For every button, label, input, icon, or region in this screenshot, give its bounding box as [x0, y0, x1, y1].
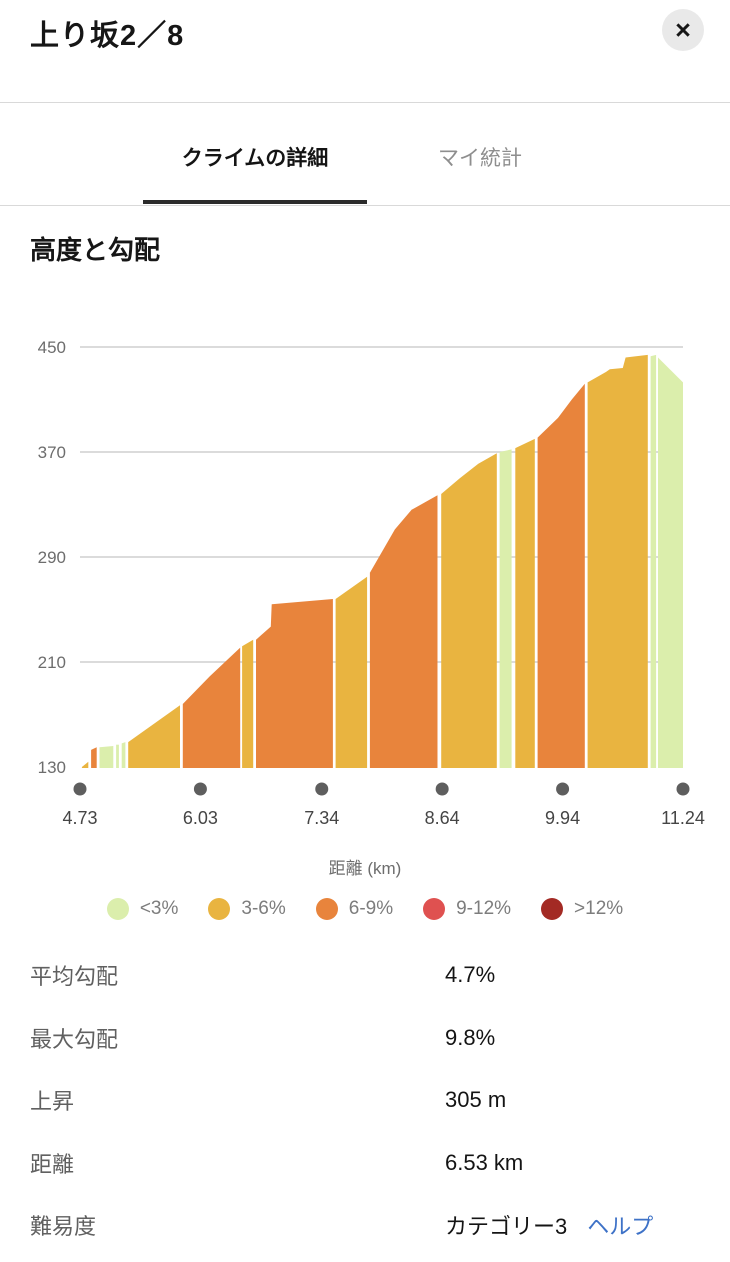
x-tick-label: 11.24 — [661, 808, 705, 828]
gradient-segment — [650, 354, 657, 768]
gradient-segment — [242, 639, 254, 768]
legend-color-dot — [106, 898, 129, 920]
legend-label: 9-12% — [456, 898, 512, 919]
stat-row: 上昇 305 m — [0, 1069, 730, 1132]
gradient-legend: <3% 3-6% 6-9% 9-12% >12% — [0, 886, 730, 932]
gradient-segment — [658, 357, 683, 768]
elevation-gradient-chart: 450 370 290 210 130 4.73 6.03 7.34 8.64 9.94 11.24 — [38, 338, 705, 828]
gradient-segment — [91, 747, 97, 768]
stat-row: 難易度 カテゴリー3 ヘルプ — [0, 1194, 730, 1257]
legend-label: >12% — [574, 898, 624, 919]
x-tick-dot — [435, 782, 449, 796]
gradient-segment — [537, 383, 585, 768]
stat-label: 難易度 — [30, 1214, 97, 1240]
legend-item: 3-6% — [208, 898, 286, 920]
y-tick-label: 450 — [38, 338, 66, 357]
legend-color-dot — [423, 898, 446, 920]
x-tick-label: 8.64 — [425, 808, 460, 828]
y-tick-label: 290 — [38, 548, 66, 567]
stats-list: 平均勾配 4.7% 最大勾配 9.8% 上昇 305 m 距離 6.53 km 難易度 カテゴリー… — [0, 944, 730, 1257]
help-link[interactable]: ヘルプ — [587, 1214, 654, 1240]
legend-item: >12% — [541, 898, 623, 920]
stat-label: 最大勾配 — [30, 1026, 119, 1052]
stat-value: 305 m — [445, 1087, 507, 1113]
gradient-segment — [335, 576, 368, 768]
active-tab-indicator — [143, 200, 367, 204]
gradient-segment — [81, 761, 89, 768]
legend-label: 6-9% — [348, 898, 394, 919]
gradient-segment — [128, 705, 180, 768]
stat-value: カテゴリー3 — [445, 1214, 568, 1240]
legend-color-dot — [208, 898, 231, 920]
tab-my-stats[interactable]: マイ統計 — [438, 147, 522, 170]
stat-row: 距離 6.53 km — [0, 1132, 730, 1195]
gradient-segment — [99, 746, 114, 768]
stat-value: 9.8% — [445, 1024, 496, 1050]
x-tick-dot — [556, 782, 570, 796]
stat-value: 4.7% — [445, 962, 496, 988]
gradient-segment — [369, 495, 438, 768]
y-tick-label: 370 — [38, 443, 66, 462]
x-tick-dot — [676, 782, 690, 796]
legend-label: 3-6% — [241, 898, 286, 919]
legend-item: <3% — [106, 898, 179, 920]
tabs-divider — [0, 205, 730, 206]
legend-color-dot — [541, 898, 564, 920]
gradient-segment — [256, 599, 333, 768]
gradient-segment — [121, 742, 126, 768]
stat-label: 上昇 — [30, 1089, 75, 1115]
legend-item: 6-9% — [315, 898, 394, 920]
close-icon: × — [675, 14, 691, 45]
gradient-segment — [116, 744, 119, 768]
x-tick-dot — [73, 782, 87, 796]
close-button[interactable]: × — [662, 9, 704, 51]
x-tick-label: 6.03 — [183, 808, 218, 828]
legend-color-dot — [315, 898, 338, 920]
x-tick-dot — [193, 782, 207, 796]
legend-item: 9-12% — [423, 898, 511, 920]
tab-climb-details[interactable]: クライムの詳細 — [181, 147, 329, 170]
stat-value: 6.53 km — [445, 1149, 524, 1175]
gradient-segment — [499, 449, 512, 768]
legend-label: <3% — [139, 898, 179, 919]
x-tick-label: 7.34 — [304, 808, 339, 828]
gradient-segment — [441, 453, 497, 768]
stat-row: 平均勾配 4.7% — [0, 944, 730, 1007]
stat-row: 最大勾配 9.8% — [0, 1007, 730, 1070]
y-tick-label: 210 — [38, 653, 66, 672]
stat-label: 距離 — [30, 1151, 75, 1177]
x-axis-label: 距離 (km) — [328, 859, 402, 878]
gradient-segment — [587, 354, 648, 768]
stat-label: 平均勾配 — [30, 964, 119, 990]
gradient-segment — [515, 438, 535, 768]
x-tick-label: 9.94 — [545, 808, 580, 828]
section-title: 高度と勾配 — [30, 235, 161, 265]
x-tick-label: 4.73 — [62, 808, 97, 828]
header-divider — [0, 102, 730, 103]
gradient-segment — [182, 647, 241, 768]
y-tick-label: 130 — [38, 758, 66, 777]
x-tick-dot — [315, 782, 329, 796]
page-title: 上り坂2／8 — [30, 20, 185, 52]
